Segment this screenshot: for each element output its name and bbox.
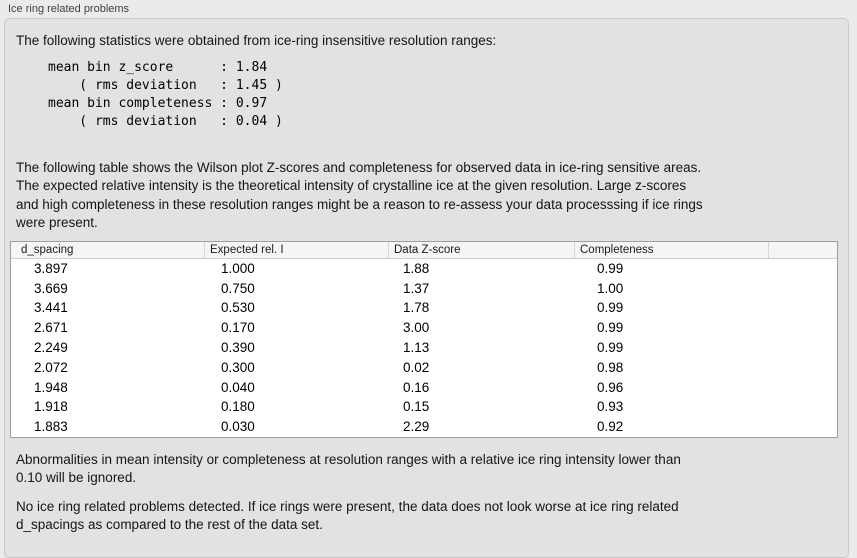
table-cell: 0.750 <box>221 280 255 296</box>
table-cell: 0.99 <box>597 340 624 356</box>
ignore-note: Abnormalities in mean intensity or compl… <box>16 451 681 486</box>
table-header-row: d_spacing Expected rel. I Data Z-score Comp… <box>11 241 837 259</box>
table-cell: 3.669 <box>34 280 68 296</box>
table-cell: 0.96 <box>597 379 624 395</box>
table-cell: 0.300 <box>221 359 255 375</box>
panel-title: Ice ring related problems <box>8 3 130 15</box>
table-cell: 0.92 <box>597 419 624 435</box>
panel-body: The following statistics were obtained f… <box>4 18 849 558</box>
table-description: The following table shows the Wilson plo… <box>16 159 703 231</box>
table-cell: 2.671 <box>34 320 68 336</box>
table-cell: 0.170 <box>221 320 255 336</box>
table-cell: 0.15 <box>403 399 430 415</box>
table-body: 3.897 1.000 1.88 0.99 3.669 0.750 1.37 1.00 3.44… <box>11 258 837 437</box>
table-cell: 0.030 <box>221 419 255 435</box>
table-cell: 1.948 <box>34 379 68 395</box>
table-cell: 0.99 <box>597 300 624 316</box>
table-cell: 1.78 <box>403 300 430 316</box>
table-cell: 0.99 <box>597 260 624 276</box>
table-cell: 0.99 <box>597 320 624 336</box>
table-cell: 0.180 <box>221 399 255 415</box>
intro-text: The following statistics were obtained f… <box>16 33 497 48</box>
table-row[interactable]: 1.918 0.180 0.15 0.93 <box>11 397 837 417</box>
table-row[interactable]: 3.897 1.000 1.88 0.99 <box>11 258 837 279</box>
column-header-filler <box>768 241 837 258</box>
column-header-data-z-score[interactable]: Data Z-score <box>388 241 574 258</box>
table-cell: 1.00 <box>597 280 624 296</box>
table-cell: 0.16 <box>403 379 430 395</box>
table-cell: 1.88 <box>403 260 430 276</box>
stats-block: mean bin z_score : 1.84 ( rms deviation … <box>48 59 283 129</box>
table-cell: 1.13 <box>403 340 430 356</box>
table-cell: 0.98 <box>597 359 624 375</box>
table-cell: 1.918 <box>34 399 68 415</box>
table-row[interactable]: 3.441 0.530 1.78 0.99 <box>11 298 837 318</box>
table-row[interactable]: 3.669 0.750 1.37 1.00 <box>11 278 837 299</box>
table-row[interactable]: 1.948 0.040 0.16 0.96 <box>11 377 837 398</box>
table-cell: 3.441 <box>34 300 68 316</box>
column-header-expected-rel-i[interactable]: Expected rel. I <box>204 241 388 258</box>
table-cell: 0.040 <box>221 379 255 395</box>
table-cell: 1.37 <box>403 280 430 296</box>
table-cell: 0.02 <box>403 359 430 375</box>
table-row[interactable]: 2.249 0.390 1.13 0.99 <box>11 337 837 358</box>
column-header-completeness[interactable]: Completeness <box>574 241 768 258</box>
table-cell: 0.530 <box>221 300 255 316</box>
table-row[interactable]: 1.883 0.030 2.29 0.92 <box>11 416 837 437</box>
table-cell: 2.29 <box>403 419 430 435</box>
ice-ring-table[interactable]: d_spacing Expected rel. I Data Z-score Comp… <box>10 240 838 438</box>
conclusion-text: No ice ring related problems detected. I… <box>16 498 679 533</box>
table-cell: 1.000 <box>221 260 255 276</box>
table-cell: 0.93 <box>597 399 624 415</box>
table-row[interactable]: 2.072 0.300 0.02 0.98 <box>11 357 837 378</box>
table-cell: 1.883 <box>34 419 68 435</box>
table-cell: 3.897 <box>34 260 68 276</box>
table-row[interactable]: 2.671 0.170 3.00 0.99 <box>11 317 837 338</box>
table-cell: 2.249 <box>34 340 68 356</box>
table-cell: 0.390 <box>221 340 255 356</box>
table-cell: 2.072 <box>34 359 68 375</box>
column-header-d-spacing[interactable]: d_spacing <box>21 243 74 256</box>
table-cell: 3.00 <box>403 320 430 336</box>
